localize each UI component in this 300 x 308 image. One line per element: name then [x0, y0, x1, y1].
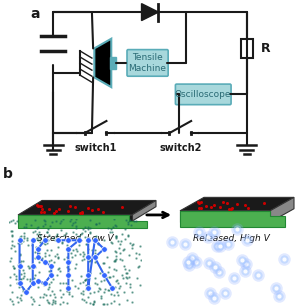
FancyBboxPatch shape: [176, 84, 231, 105]
Polygon shape: [180, 197, 294, 211]
Text: Stretched, Low V: Stretched, Low V: [37, 234, 113, 243]
Text: Released, High V: Released, High V: [193, 234, 269, 243]
Polygon shape: [94, 39, 111, 87]
FancyBboxPatch shape: [241, 39, 253, 58]
Text: switch1: switch1: [74, 143, 117, 153]
FancyBboxPatch shape: [127, 50, 168, 76]
Polygon shape: [18, 201, 156, 215]
Text: a: a: [30, 7, 40, 21]
Text: Tensile
Machine: Tensile Machine: [129, 53, 166, 73]
Text: R: R: [261, 42, 271, 55]
Text: switch2: switch2: [159, 143, 201, 153]
Polygon shape: [180, 211, 270, 222]
Polygon shape: [142, 4, 158, 21]
Text: Oscilloscope: Oscilloscope: [175, 90, 232, 99]
FancyBboxPatch shape: [110, 57, 116, 69]
Polygon shape: [270, 197, 294, 222]
Polygon shape: [18, 215, 132, 221]
Text: b: b: [3, 167, 13, 181]
Polygon shape: [18, 215, 147, 229]
Polygon shape: [132, 201, 156, 221]
Polygon shape: [180, 211, 285, 227]
